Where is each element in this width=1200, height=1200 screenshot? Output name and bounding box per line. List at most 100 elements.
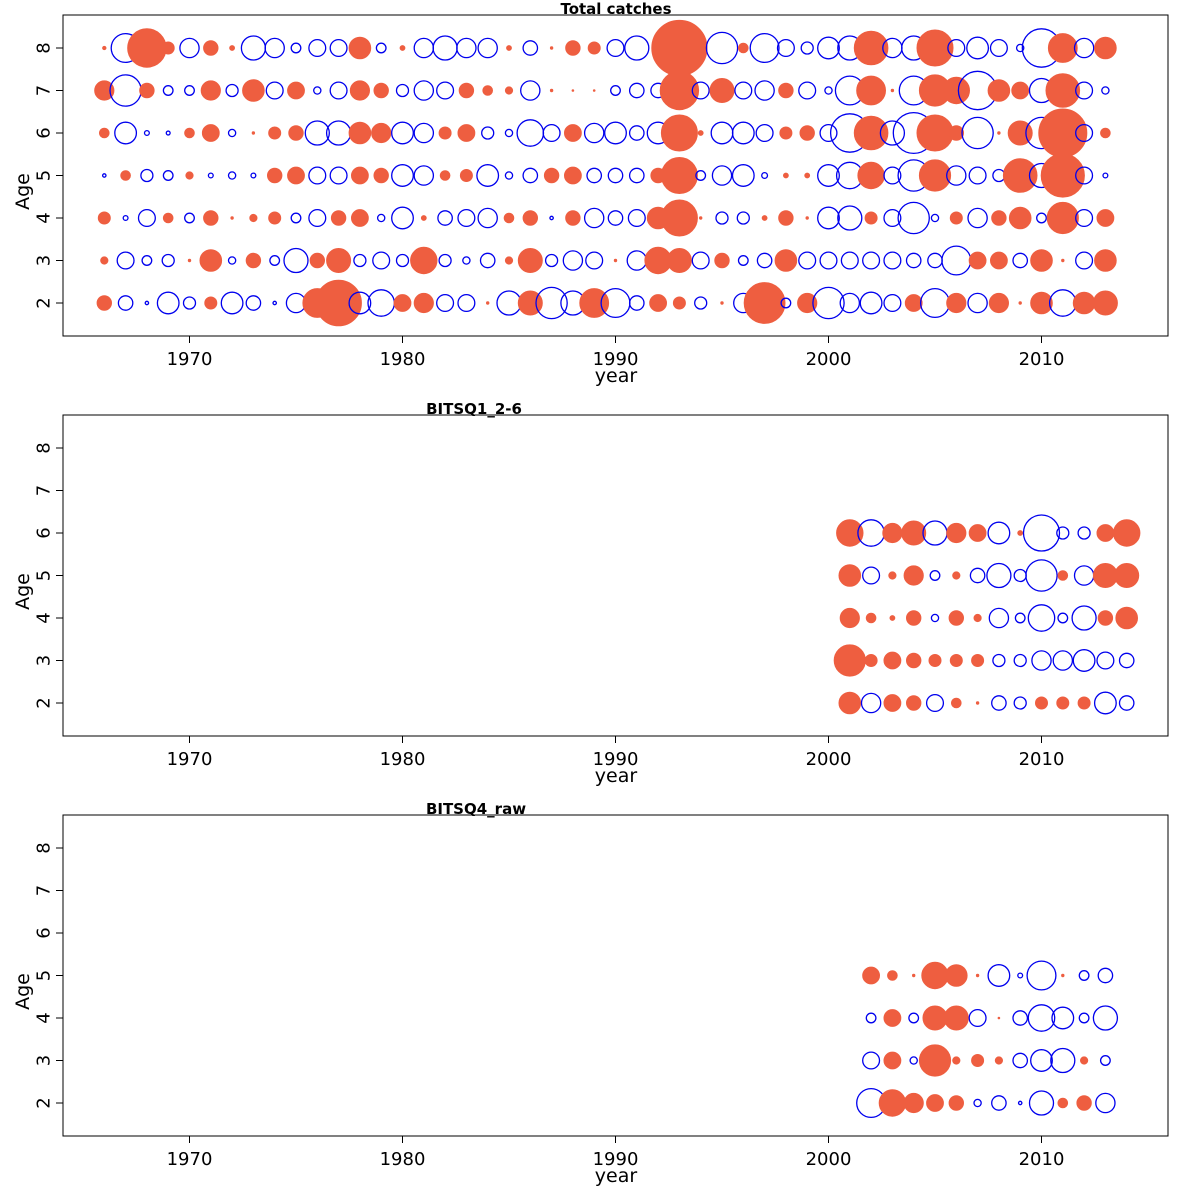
y-tick-label: 4 xyxy=(33,212,54,223)
x-tick-label: 2010 xyxy=(1019,349,1065,370)
residual-bubble-positive xyxy=(184,127,195,139)
residual-bubble-positive xyxy=(1030,249,1053,272)
residual-bubble-positive xyxy=(249,213,258,223)
residual-bubble-negative xyxy=(711,165,733,186)
residual-bubble-positive xyxy=(1018,301,1022,305)
residual-bubble-positive xyxy=(393,294,412,312)
residual-bubble-positive xyxy=(199,249,223,272)
y-axis-label: Age xyxy=(12,173,34,210)
plot-frame xyxy=(62,414,1169,737)
x-axis-label: year xyxy=(595,365,638,387)
residual-bubble-negative xyxy=(705,31,739,65)
residual-bubble-negative xyxy=(161,253,175,268)
y-tick-label: 4 xyxy=(33,1012,54,1023)
residual-bubble-positive xyxy=(883,1051,902,1070)
residual-bubble-negative xyxy=(184,212,195,224)
residual-bubble-negative xyxy=(504,171,514,180)
residual-bubble-negative xyxy=(140,168,154,183)
residual-bubble-negative xyxy=(606,38,625,58)
residual-bubble-positive xyxy=(918,159,952,192)
residual-bubble-positive xyxy=(457,124,476,142)
residual-bubble-positive xyxy=(506,45,512,51)
residual-bubble-positive xyxy=(975,973,980,978)
residual-bubble-positive xyxy=(666,248,692,273)
residual-bubble-positive xyxy=(230,216,234,220)
residual-bubble-negative xyxy=(1102,172,1109,179)
residual-bubble-positive xyxy=(161,41,175,55)
residual-bubble-positive xyxy=(522,210,538,226)
residual-bubble-negative xyxy=(883,208,902,228)
residual-bubble-positive xyxy=(267,167,283,184)
residual-bubble-positive xyxy=(942,76,970,105)
residual-bubble-negative xyxy=(879,120,906,146)
residual-bubble-positive xyxy=(697,45,704,51)
residual-bubble-positive xyxy=(288,125,304,141)
x-tick-label: 2010 xyxy=(1019,749,1065,770)
residual-bubble-negative xyxy=(456,37,477,59)
residual-bubble-positive xyxy=(1056,696,1070,710)
residual-bubble-positive xyxy=(229,45,236,51)
residual-bubble-negative xyxy=(1013,696,1027,710)
residual-bubble-negative xyxy=(1013,653,1027,668)
residual-bubble-negative xyxy=(391,206,414,230)
residual-bubble-negative xyxy=(736,211,750,225)
residual-bubble-negative xyxy=(987,521,1011,545)
residual-bubble-positive xyxy=(916,114,954,152)
residual-bubble-positive xyxy=(543,167,560,184)
residual-bubble-negative xyxy=(225,83,239,98)
residual-bubble-positive xyxy=(1038,108,1088,158)
residual-bubble-positive xyxy=(948,1095,964,1111)
residual-bubble-negative xyxy=(1078,1012,1090,1024)
residual-bubble-negative xyxy=(992,653,1006,668)
residual-bubble-negative xyxy=(391,121,414,145)
residual-bubble-positive xyxy=(459,169,473,182)
residual-bubble-positive xyxy=(203,40,219,56)
residual-bubble-positive xyxy=(697,130,704,136)
residual-bubble-negative xyxy=(165,130,171,136)
x-tick-label: 1970 xyxy=(167,349,213,370)
residual-bubble-positive xyxy=(882,522,903,544)
residual-bubble-positive xyxy=(951,697,962,709)
residual-bubble-negative xyxy=(413,37,435,59)
residual-bubble-positive xyxy=(438,126,452,140)
residual-bubble-positive xyxy=(997,131,1001,135)
x-tick-label: 1980 xyxy=(380,749,426,770)
residual-bubble-positive xyxy=(797,292,818,314)
y-tick-label: 7 xyxy=(33,85,54,96)
residual-bubble-negative xyxy=(117,295,134,311)
residual-bubble-negative xyxy=(628,167,645,184)
residual-bubble-negative xyxy=(812,286,845,320)
residual-bubble-positive xyxy=(97,211,111,225)
residual-bubble-positive xyxy=(864,654,878,667)
residual-bubble-positive xyxy=(987,79,1011,102)
residual-bubble-positive xyxy=(1017,530,1024,536)
residual-bubble-negative xyxy=(1073,37,1095,59)
y-axis-label: Age xyxy=(12,973,34,1010)
residual-bubble-positive xyxy=(864,211,878,225)
residual-bubble-negative xyxy=(522,40,539,56)
residual-bubble-positive xyxy=(720,301,724,305)
residual-bubble-positive xyxy=(399,45,406,51)
residual-bubble-negative xyxy=(1048,289,1077,317)
residual-bubble-positive xyxy=(918,1044,952,1077)
residual-bubble-negative xyxy=(1078,970,1090,981)
residual-bubble-positive xyxy=(245,252,262,269)
residual-bubble-positive xyxy=(351,209,369,227)
residual-bubble-negative xyxy=(479,252,496,269)
residual-bubble-negative xyxy=(1012,1052,1029,1069)
residual-bubble-positive xyxy=(1076,1095,1092,1111)
panel-2: BITSQ1_2-6 1970 1980 1990 2000 2010 year 2 3 4 5 6 7… xyxy=(12,400,1169,787)
residual-bubble-positive xyxy=(1077,696,1091,710)
residual-bubble-negative xyxy=(925,693,945,713)
residual-bubble-positive xyxy=(315,279,362,327)
residual-bubble-negative xyxy=(800,41,814,55)
residual-bubble-negative xyxy=(162,85,174,96)
residual-bubble-positive xyxy=(922,1005,948,1031)
residual-bubble-positive xyxy=(838,564,862,587)
residual-bubble-negative xyxy=(986,562,1012,589)
residual-bubble-positive xyxy=(948,610,964,626)
residual-bubble-positive xyxy=(268,211,282,225)
residual-bubble-negative xyxy=(967,292,988,314)
residual-bubble-negative xyxy=(1093,691,1117,715)
residual-bubble-negative xyxy=(1072,649,1096,672)
